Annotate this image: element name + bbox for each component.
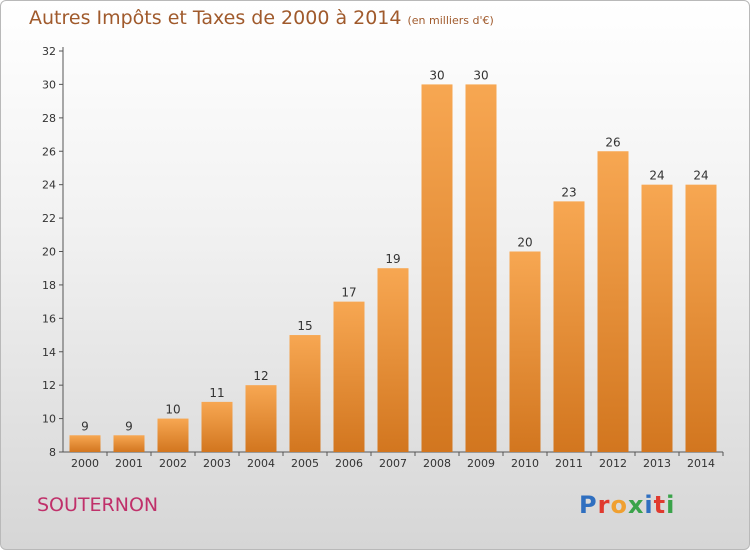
bar-value-label: 15 [297, 319, 312, 333]
bar [245, 385, 277, 452]
town-name: SOUTERNON [37, 494, 159, 516]
x-tick-label: 2000 [71, 457, 99, 470]
x-tick-label: 2014 [687, 457, 715, 470]
y-tick-label: 18 [42, 279, 56, 292]
bar-value-label: 17 [341, 286, 356, 300]
y-tick-label: 22 [42, 212, 56, 225]
x-tick-label: 2008 [423, 457, 451, 470]
x-tick-label: 2001 [115, 457, 143, 470]
bar [641, 184, 673, 452]
bar [465, 84, 497, 453]
bar [553, 201, 585, 452]
y-tick-label: 24 [42, 179, 56, 192]
bar-value-label: 24 [693, 169, 708, 183]
logo-letter: P [579, 491, 598, 519]
x-tick-label: 2009 [467, 457, 495, 470]
bar [377, 268, 409, 452]
x-tick-label: 2006 [335, 457, 363, 470]
bar-value-label: 26 [605, 135, 620, 149]
x-tick-label: 2005 [291, 457, 319, 470]
proxiti-logo: Proxiti [579, 491, 675, 519]
bar-value-label: 19 [385, 252, 400, 266]
bar [333, 301, 365, 452]
y-tick-label: 14 [42, 346, 56, 359]
x-tick-label: 2012 [599, 457, 627, 470]
bar-value-label: 30 [429, 68, 444, 82]
x-tick-label: 2007 [379, 457, 407, 470]
bar-value-label: 20 [517, 236, 532, 250]
logo-letter: x [627, 491, 645, 519]
chart-subtitle: (en milliers d'€) [407, 14, 494, 27]
y-tick-label: 16 [42, 312, 56, 325]
bar-value-label: 9 [125, 419, 133, 433]
bar-value-label: 10 [165, 403, 180, 417]
logo-letter: i [644, 491, 654, 519]
x-tick-label: 2013 [643, 457, 671, 470]
bar [157, 418, 189, 452]
bar-value-label: 9 [81, 419, 89, 433]
x-tick-label: 2004 [247, 457, 275, 470]
bar [69, 435, 101, 452]
bar-value-label: 30 [473, 68, 488, 82]
x-tick-label: 2003 [203, 457, 231, 470]
y-tick-label: 32 [42, 45, 56, 58]
bar [289, 335, 321, 452]
y-tick-label: 12 [42, 379, 56, 392]
bar [597, 151, 629, 452]
logo-letter: t [653, 491, 667, 519]
y-tick-label: 28 [42, 112, 56, 125]
logo-letter: i [666, 491, 676, 519]
bar-value-label: 12 [253, 369, 268, 383]
bar-value-label: 11 [209, 386, 224, 400]
bar [113, 435, 145, 452]
y-tick-label: 30 [42, 78, 56, 91]
bar [509, 251, 541, 452]
x-tick-label: 2002 [159, 457, 187, 470]
chart-title: Autres Impôts et Taxes de 2000 à 2014 (en… [29, 7, 494, 29]
bar [685, 184, 717, 452]
y-tick-label: 20 [42, 246, 56, 259]
logo-letter: r [597, 491, 611, 519]
bar-value-label: 23 [561, 185, 576, 199]
bar-value-label: 24 [649, 169, 664, 183]
y-tick-label: 10 [42, 413, 56, 426]
y-tick-label: 26 [42, 145, 56, 158]
x-tick-label: 2011 [555, 457, 583, 470]
x-tick-label: 2010 [511, 457, 539, 470]
bar [201, 401, 233, 452]
bar [421, 84, 453, 453]
y-tick-label: 8 [49, 446, 56, 459]
logo-letter: o [610, 491, 628, 519]
